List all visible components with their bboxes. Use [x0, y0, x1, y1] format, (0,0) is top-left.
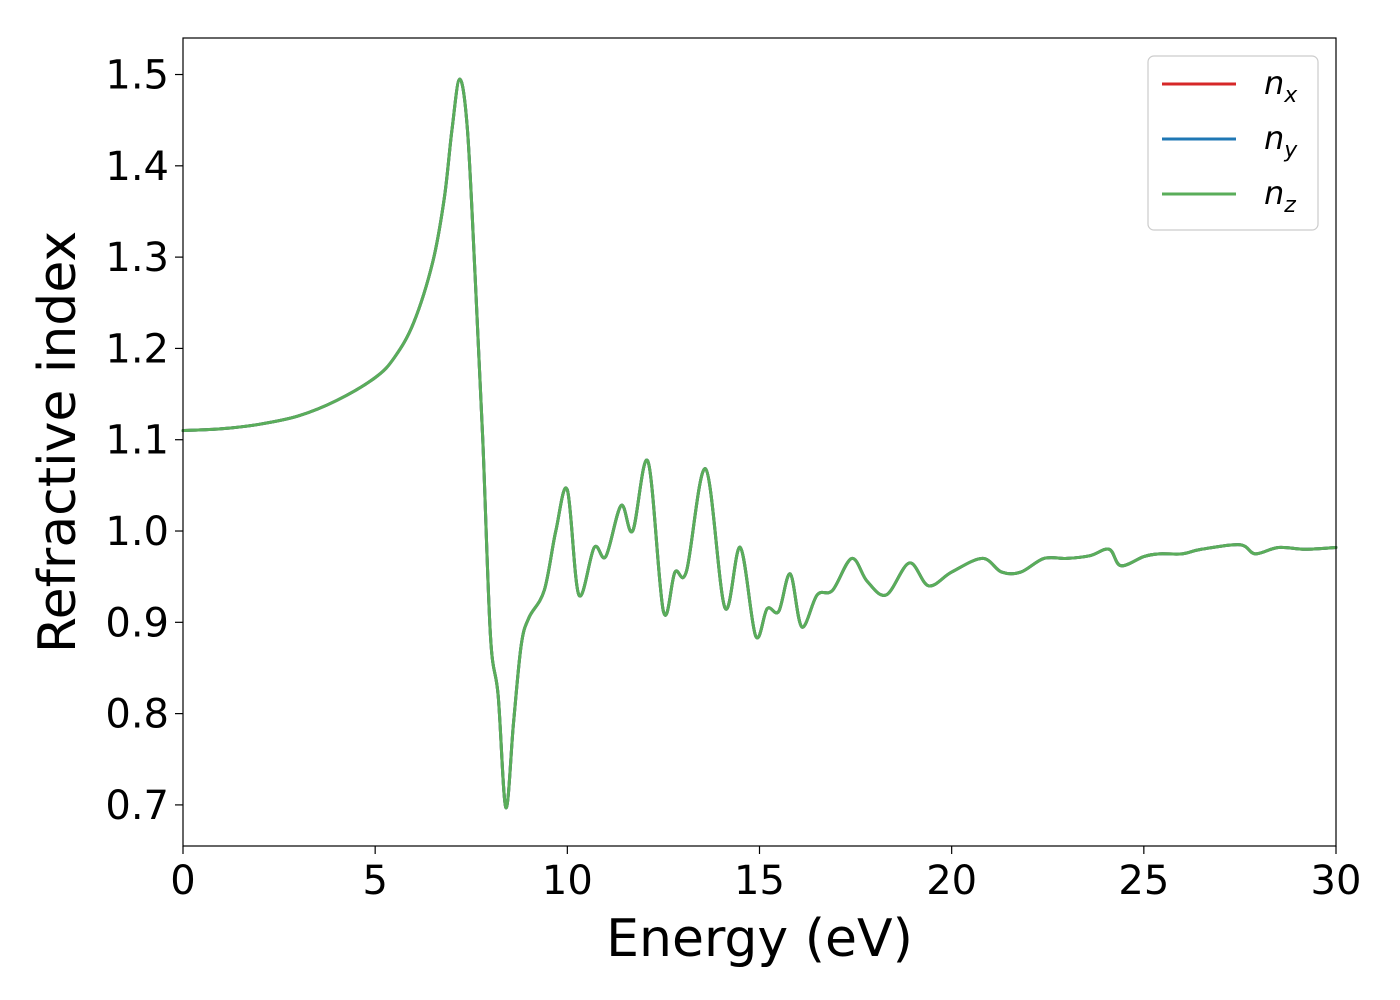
series-line-nz	[181, 77, 1338, 810]
x-tick-label: 20	[926, 858, 977, 904]
y-tick-label: 0.9	[105, 600, 169, 646]
y-tick-label: 1.4	[105, 144, 169, 190]
series-lines	[181, 77, 1338, 810]
legend-label-ny: ny	[1264, 119, 1298, 163]
y-tick-label: 1.5	[105, 53, 169, 99]
x-tick-label: 25	[1118, 858, 1169, 904]
x-axis-ticks: 0 5 10 15 20 25 30	[170, 846, 1361, 904]
x-tick-label: 30	[1311, 858, 1362, 904]
y-tick-label: 1.3	[105, 235, 169, 281]
y-tick-label: 1.1	[105, 418, 169, 464]
x-axis-title: Energy (eV)	[606, 909, 913, 969]
y-axis-title: Refractive index	[28, 231, 88, 653]
legend-box	[1147, 55, 1319, 231]
y-tick-label: 0.7	[105, 783, 169, 829]
x-tick-label: 5	[362, 858, 387, 904]
y-tick-label: 0.8	[105, 692, 169, 738]
y-tick-label: 1.2	[105, 326, 169, 372]
x-tick-label: 15	[734, 858, 785, 904]
x-tick-label: 10	[542, 858, 593, 904]
x-tick-label: 0	[170, 858, 195, 904]
y-axis-ticks: 0.7 0.8 0.9 1.0 1.1 1.2 1.3 1.4 1.5	[105, 53, 183, 829]
legend-label-nx: nx	[1264, 64, 1298, 108]
legend-label-nz: nz	[1264, 174, 1296, 218]
legend: nx ny nz	[1147, 55, 1319, 231]
y-tick-label: 1.0	[105, 509, 169, 555]
